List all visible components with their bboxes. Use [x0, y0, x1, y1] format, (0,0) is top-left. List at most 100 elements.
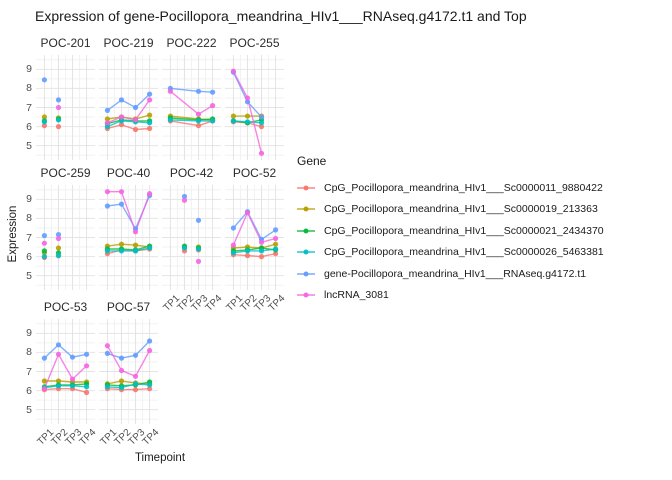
- series-line: [107, 245, 150, 251]
- facet-strip-label: POC-57: [106, 300, 151, 314]
- data-point: [132, 352, 139, 358]
- facet-strip-label: POC-40: [106, 166, 151, 180]
- data-point: [55, 232, 62, 238]
- legend-item-label: lncRNA_3081: [324, 289, 389, 302]
- facet-strip-label: POC-255: [229, 36, 280, 50]
- data-point: [41, 355, 47, 361]
- x-axis-title: Timepoint: [134, 452, 186, 464]
- data-point: [55, 378, 62, 384]
- legend-item: CpG_Pocillopora_meandrina_HIv1___Sc00000…: [297, 177, 604, 199]
- data-point: [132, 117, 139, 123]
- y-tick-label: 5: [26, 403, 32, 416]
- data-point: [69, 376, 76, 382]
- data-point: [230, 250, 236, 256]
- data-point: [132, 229, 139, 235]
- series-line: [107, 191, 151, 234]
- data-point: [230, 118, 236, 124]
- data-point: [118, 189, 125, 195]
- x-tick-label: TP4: [267, 293, 288, 314]
- data-point: [230, 225, 236, 231]
- legend-item-label: CpG_Pocillopora_meandrina_HIv1___Sc00000…: [324, 224, 604, 237]
- data-point: [118, 97, 125, 103]
- series-line: [43, 343, 87, 359]
- data-point: [118, 118, 125, 124]
- data-point: [118, 367, 125, 374]
- legend-item-label: CpG_Pocillopora_meandrina_HIv1___Sc00000…: [324, 246, 604, 259]
- series-line: [44, 380, 87, 383]
- facet-POC-222: POC-222: [162, 34, 221, 160]
- legend-item-label: gene-Pocillopora_meandrina_HIv1___RNAseq…: [324, 267, 587, 280]
- data-point: [132, 373, 139, 379]
- data-point: [55, 235, 62, 242]
- data-point: [41, 378, 47, 384]
- series-line: [106, 93, 151, 111]
- legend-key-icon: [297, 185, 315, 191]
- data-point: [69, 383, 76, 389]
- data-point: [258, 114, 265, 120]
- data-point: [181, 197, 188, 203]
- series-line: [44, 383, 87, 388]
- data-point: [273, 227, 279, 233]
- data-point: [273, 235, 279, 242]
- data-point: [230, 242, 236, 248]
- y-tick-label: 5: [26, 139, 32, 152]
- legend-key-icon: [297, 228, 315, 234]
- data-point: [258, 150, 265, 156]
- data-point: [181, 245, 188, 251]
- data-point: [167, 88, 173, 94]
- facet-POC-42: POC-42 TP1 TP2 TP3 TP4: [161, 164, 224, 320]
- series-line: [107, 120, 150, 128]
- x-tick-label: TP4: [204, 293, 225, 314]
- legend-item: CpG_Pocillopora_meandrina_HIv1___Sc00000…: [297, 220, 604, 242]
- data-point: [195, 217, 202, 223]
- series-line: [232, 211, 276, 246]
- facet-strip-label: POC-201: [40, 36, 91, 50]
- data-point: [84, 384, 90, 390]
- data-point: [118, 248, 125, 254]
- series-line: [233, 248, 276, 254]
- data-point: [41, 123, 47, 129]
- facet-strip-label: POC-259: [40, 166, 91, 180]
- data-point: [210, 89, 216, 95]
- data-point: [104, 350, 110, 356]
- data-point: [147, 191, 153, 197]
- data-point: [244, 99, 251, 105]
- data-point: [41, 119, 47, 125]
- facet-panel: [225, 185, 284, 290]
- legend-title: Gene: [297, 154, 327, 168]
- data-point: [55, 97, 62, 103]
- legend-item-label: CpG_Pocillopora_meandrina_HIv1___Sc00000…: [324, 181, 603, 194]
- data-point: [41, 77, 47, 83]
- data-point: [210, 103, 216, 109]
- legend-items: CpG_Pocillopora_meandrina_HIv1___Sc00000…: [297, 177, 604, 306]
- facet-panel: [36, 185, 95, 290]
- data-point: [195, 111, 202, 117]
- data-point: [104, 203, 110, 209]
- y-tick-label: 7: [26, 101, 32, 114]
- data-point: [244, 210, 251, 216]
- data-point: [104, 124, 110, 130]
- data-point: [167, 117, 173, 123]
- series-line: [107, 243, 150, 248]
- plot-title: Expression of gene-Pocillopora_meandrina…: [35, 8, 527, 24]
- series-line: [233, 243, 276, 249]
- facet-POC-219: POC-219: [99, 34, 158, 160]
- data-point: [230, 113, 236, 119]
- data-point: [132, 387, 139, 393]
- data-point: [147, 338, 153, 344]
- legend-item: CpG_Pocillopora_meandrina_HIv1___Sc00000…: [297, 199, 604, 221]
- data-point: [118, 122, 125, 128]
- data-point: [258, 239, 265, 245]
- y-tick-label: 8: [26, 82, 32, 95]
- data-point: [118, 201, 125, 207]
- y-tick-label: 5: [26, 269, 32, 282]
- data-point: [273, 241, 279, 247]
- data-point: [55, 117, 62, 123]
- data-point: [41, 114, 47, 120]
- data-point: [118, 241, 125, 247]
- series-line: [44, 385, 87, 389]
